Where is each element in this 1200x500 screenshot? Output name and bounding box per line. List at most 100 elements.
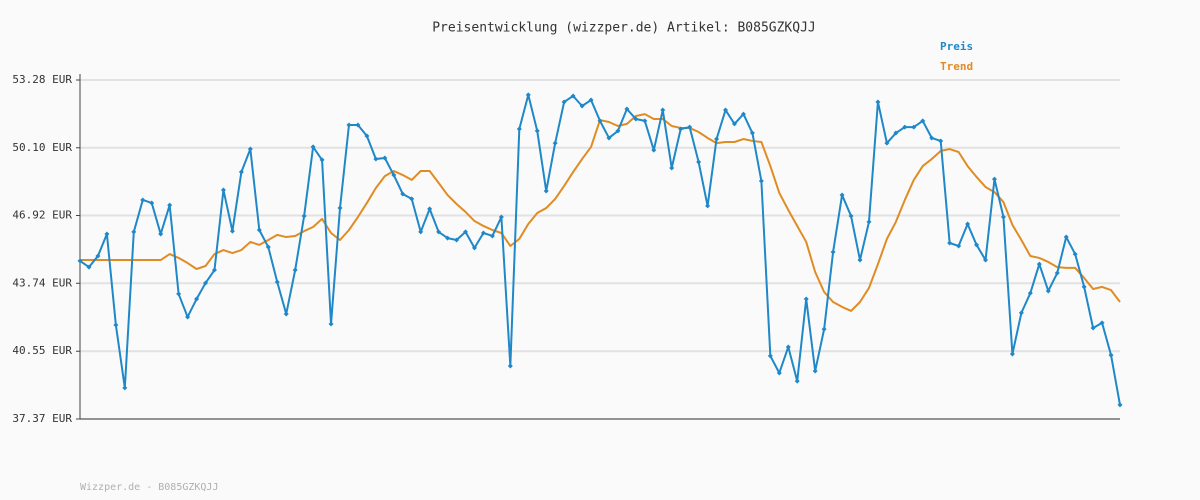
data-point (696, 159, 702, 165)
y-tick-label: 43.74 EUR (12, 276, 72, 289)
grid: 37.37 EUR 40.55 EUR 43.74 EUR 46.92 EUR 50.1… (12, 73, 1120, 425)
data-point (884, 140, 890, 146)
data-point (131, 229, 137, 235)
data-point (570, 93, 576, 99)
data-point (902, 124, 908, 130)
data-point (1117, 402, 1123, 408)
y-tick-label: 37.37 EUR (12, 412, 72, 425)
data-point (705, 203, 711, 209)
data-point (77, 258, 83, 264)
data-point (651, 147, 657, 153)
chart-title: Preisentwicklung (wizzper.de) Artikel: B… (432, 21, 816, 36)
data-point (149, 200, 155, 206)
data-point (938, 138, 944, 144)
data-point (785, 344, 791, 350)
data-point (731, 121, 737, 127)
data-point (1027, 290, 1033, 296)
data-point (911, 124, 917, 130)
data-point (920, 118, 926, 124)
data-point (355, 122, 361, 128)
data-point (1045, 288, 1051, 294)
data-point (830, 249, 836, 255)
data-point (319, 157, 325, 163)
data-point (346, 122, 352, 128)
data-point (211, 267, 217, 273)
data-point (391, 172, 397, 178)
data-point (597, 118, 603, 124)
data-point (893, 130, 899, 136)
data-point (794, 378, 800, 384)
data-point (507, 363, 513, 369)
data-point (113, 322, 119, 328)
data-point (687, 124, 693, 130)
data-point (1108, 352, 1114, 358)
data-point (848, 213, 854, 219)
data-point (274, 279, 280, 285)
data-point (714, 136, 720, 142)
data-point (1063, 234, 1069, 240)
data-point (1090, 325, 1096, 331)
legend-entry: Trend (940, 60, 973, 73)
data-point (1000, 214, 1006, 220)
data-point (292, 267, 298, 273)
legend-entry: Preis (940, 40, 973, 53)
data-point (974, 242, 980, 248)
data-point (310, 144, 316, 150)
data-point (445, 235, 451, 241)
data-point (400, 191, 406, 197)
data-point (561, 99, 567, 105)
data-point (660, 107, 666, 113)
data-point (104, 231, 110, 237)
data-point (803, 296, 809, 302)
data-point (947, 240, 953, 246)
data-point (167, 202, 173, 208)
data-point (489, 233, 495, 239)
data-point (983, 257, 989, 263)
data-point (991, 176, 997, 182)
data-point (122, 385, 128, 391)
data-point (328, 321, 334, 327)
data-point (543, 188, 549, 194)
data-point (606, 135, 612, 141)
data-point (624, 106, 630, 112)
y-tick-label: 40.55 EUR (12, 344, 72, 357)
data-point (418, 229, 424, 235)
data-point (409, 196, 415, 202)
data-point (615, 128, 621, 134)
data-point (642, 118, 648, 124)
data-point (956, 243, 962, 249)
y-tick-label: 50.10 EUR (12, 141, 72, 154)
data-point (1072, 251, 1078, 257)
data-point (427, 206, 433, 212)
data-point (238, 169, 244, 175)
data-point (758, 178, 764, 184)
data-point (471, 245, 477, 251)
data-point (194, 296, 200, 302)
data-point (534, 128, 540, 134)
plot (77, 92, 1123, 408)
data-point (965, 221, 971, 227)
data-point (480, 230, 486, 236)
data-point (176, 291, 182, 297)
data-point (95, 253, 101, 259)
data-point (364, 133, 370, 139)
data-point (382, 155, 388, 161)
data-point (875, 99, 881, 105)
y-tick-label: 46.92 EUR (12, 209, 72, 222)
data-point (1099, 320, 1105, 326)
data-point (283, 311, 289, 317)
data-point (463, 229, 469, 235)
data-point (247, 146, 253, 152)
data-point (776, 370, 782, 376)
data-point (669, 165, 675, 171)
data-point (749, 130, 755, 136)
data-point (516, 126, 522, 132)
data-point (723, 107, 729, 113)
y-tick-label: 53.28 EUR (12, 73, 72, 86)
data-point (740, 111, 746, 117)
data-point (579, 103, 585, 109)
data-point (203, 280, 209, 286)
data-point (1009, 351, 1015, 357)
